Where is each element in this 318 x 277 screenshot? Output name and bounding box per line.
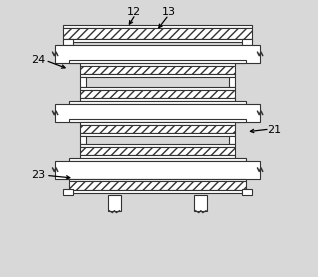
Bar (80, 122, 235, 125)
Bar (229, 77, 235, 87)
Bar (69, 181, 246, 190)
Bar (80, 87, 235, 90)
Text: 21: 21 (267, 125, 281, 135)
Bar (80, 90, 235, 98)
Text: 12: 12 (127, 7, 141, 17)
Bar (55, 161, 260, 179)
Bar (63, 189, 73, 195)
Bar (69, 101, 246, 104)
Bar (80, 144, 235, 147)
Bar (63, 39, 252, 42)
Bar (242, 189, 252, 195)
Bar (80, 63, 235, 66)
Text: 24: 24 (31, 55, 45, 65)
Bar (69, 158, 246, 161)
Bar (69, 119, 246, 122)
Bar (55, 104, 260, 122)
Bar (194, 195, 207, 211)
Bar (63, 25, 252, 28)
Bar (63, 39, 73, 45)
Bar (80, 133, 235, 136)
Bar (69, 60, 246, 63)
Text: 23: 23 (31, 170, 45, 179)
Bar (80, 74, 235, 77)
Bar (80, 155, 235, 158)
Bar (80, 147, 235, 155)
Bar (69, 179, 246, 181)
Bar (229, 136, 235, 144)
Bar (63, 28, 252, 39)
Bar (80, 98, 235, 101)
Bar (108, 195, 121, 211)
Bar (69, 190, 246, 193)
Bar (80, 66, 235, 74)
Bar (80, 136, 86, 144)
Bar (80, 77, 86, 87)
Bar (80, 125, 235, 133)
Bar (242, 39, 252, 45)
Text: 13: 13 (162, 7, 176, 17)
Bar (55, 45, 260, 63)
